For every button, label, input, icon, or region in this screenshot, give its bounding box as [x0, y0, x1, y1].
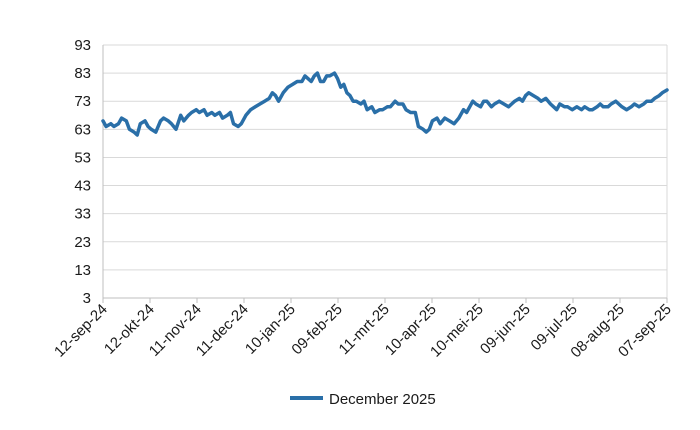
legend-label: December 2025 — [329, 391, 436, 408]
y-tick-label: 53 — [74, 149, 91, 166]
x-tick-label: 12-sep-24 — [51, 301, 111, 361]
x-tick-label: 11-dec-24 — [193, 301, 252, 360]
y-tick-label: 33 — [74, 206, 91, 223]
y-tick-label: 23 — [74, 234, 91, 251]
y-tick-label: 13 — [74, 262, 91, 279]
gridlines — [103, 44, 668, 298]
x-tick-labels: 12-sep-2412-okt-2411-nov-2411-dec-2410-j… — [51, 301, 675, 361]
y-tick-labels: 3 13 23 33 43 53 63 73 83 93 — [74, 37, 91, 307]
y-tick-label: 3 — [83, 290, 91, 307]
series-line — [101, 71, 669, 137]
y-tick-label: 63 — [74, 121, 91, 138]
x-tick-label: 09-feb-25 — [288, 301, 345, 358]
x-tick-label: 09-jun-25 — [477, 301, 534, 358]
series-lines — [101, 71, 669, 137]
axes — [102, 45, 668, 303]
y-tick-label: 73 — [74, 93, 91, 110]
y-tick-label: 43 — [74, 178, 91, 195]
y-tick-label: 93 — [74, 37, 91, 54]
y-tick-label: 83 — [74, 65, 91, 82]
legend: December 2025 — [290, 391, 436, 408]
